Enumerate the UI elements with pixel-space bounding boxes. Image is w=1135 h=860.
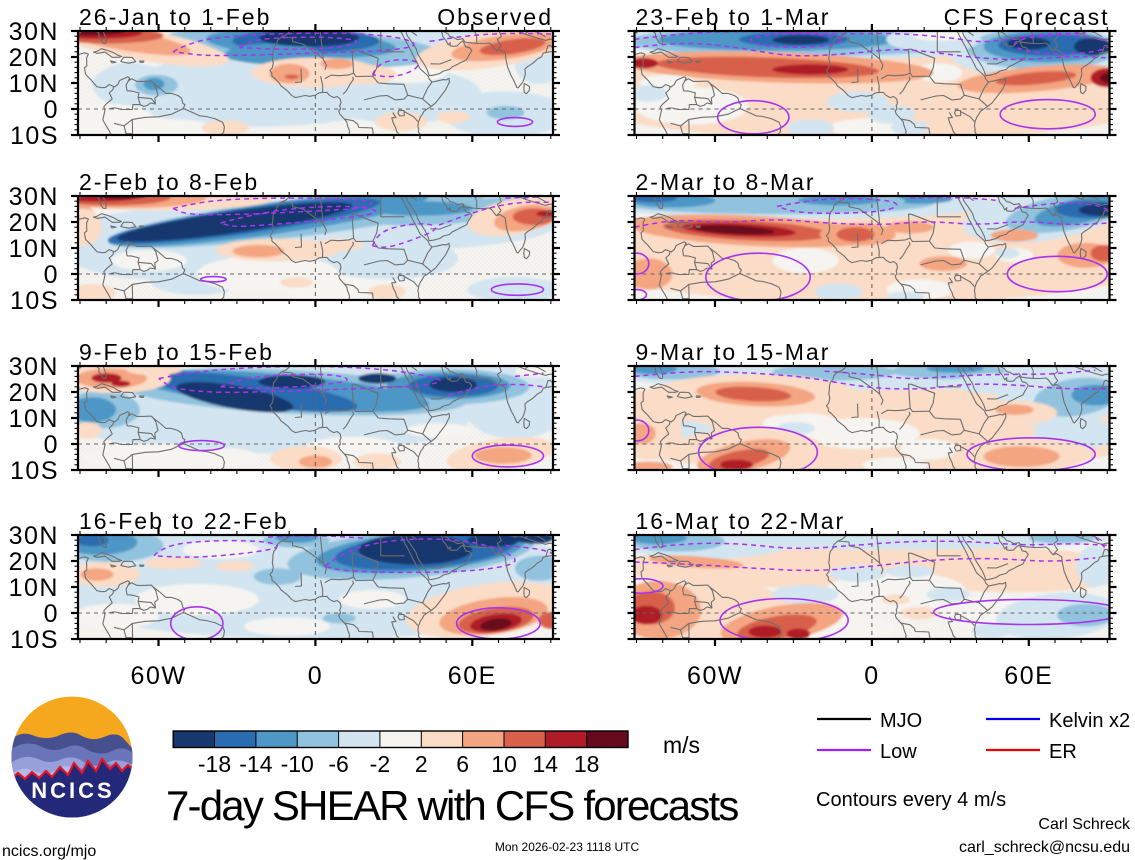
svg-text:7-day SHEAR with CFS forecasts: 7-day SHEAR with CFS forecasts: [166, 782, 738, 829]
svg-text:2: 2: [415, 751, 428, 777]
svg-text:0: 0: [44, 261, 59, 289]
svg-text:10S: 10S: [10, 122, 59, 150]
svg-text:10N: 10N: [9, 235, 59, 263]
svg-text:NCICS: NCICS: [31, 778, 114, 803]
svg-text:-14: -14: [239, 751, 272, 777]
svg-text:ER: ER: [1049, 741, 1077, 763]
svg-text:10S: 10S: [10, 287, 59, 315]
svg-text:60E: 60E: [1004, 662, 1053, 690]
svg-text:23-Feb to 1-Mar: 23-Feb to 1-Mar: [636, 4, 831, 30]
svg-text:0: 0: [864, 662, 879, 690]
svg-text:30N: 30N: [9, 183, 59, 211]
svg-text:20N: 20N: [9, 379, 59, 407]
svg-text:10S: 10S: [10, 457, 59, 485]
svg-text:Mon 2026-02-23 1118 UTC: Mon 2026-02-23 1118 UTC: [495, 840, 640, 854]
svg-text:9-Feb to 15-Feb: 9-Feb to 15-Feb: [79, 339, 274, 365]
svg-text:0: 0: [44, 96, 59, 124]
svg-text:Carl Schreck: Carl Schreck: [1038, 816, 1131, 833]
svg-text:m/s: m/s: [663, 732, 700, 758]
svg-text:10S: 10S: [10, 626, 59, 654]
svg-text:30N: 30N: [9, 522, 59, 550]
svg-text:2-Feb to 8-Feb: 2-Feb to 8-Feb: [79, 169, 259, 195]
svg-text:6: 6: [456, 751, 469, 777]
svg-text:10N: 10N: [9, 574, 59, 602]
svg-text:16-Feb to 22-Feb: 16-Feb to 22-Feb: [79, 508, 289, 534]
svg-text:14: 14: [533, 751, 559, 777]
svg-text:26-Jan to 1-Feb: 26-Jan to 1-Feb: [79, 4, 271, 30]
svg-text:20N: 20N: [9, 209, 59, 237]
svg-text:60W: 60W: [687, 662, 743, 690]
svg-text:9-Mar to 15-Mar: 9-Mar to 15-Mar: [636, 339, 831, 365]
svg-text:-10: -10: [281, 751, 314, 777]
svg-text:20N: 20N: [9, 548, 59, 576]
svg-text:0: 0: [44, 600, 59, 628]
svg-text:Low: Low: [880, 741, 917, 763]
svg-text:-6: -6: [328, 751, 348, 777]
svg-text:30N: 30N: [9, 18, 59, 46]
svg-text:60W: 60W: [131, 662, 187, 690]
svg-text:20N: 20N: [9, 44, 59, 72]
svg-text:0: 0: [308, 662, 323, 690]
svg-text:16-Mar to 22-Mar: 16-Mar to 22-Mar: [636, 508, 846, 534]
svg-text:10: 10: [491, 751, 517, 777]
svg-text:MJO: MJO: [880, 710, 922, 732]
svg-text:0: 0: [44, 431, 59, 459]
svg-text:10N: 10N: [9, 405, 59, 433]
svg-text:60E: 60E: [448, 662, 497, 690]
svg-text:-18: -18: [198, 751, 231, 777]
svg-text:ncics.org/mjo: ncics.org/mjo: [2, 843, 96, 860]
svg-text:18: 18: [574, 751, 600, 777]
svg-text:10N: 10N: [9, 70, 59, 98]
svg-text:Contours every 4 m/s: Contours every 4 m/s: [816, 789, 1006, 811]
svg-text:CFS Forecast: CFS Forecast: [944, 4, 1110, 30]
svg-text:Kelvin x2: Kelvin x2: [1049, 710, 1130, 732]
svg-text:carl_schreck@ncsu.edu: carl_schreck@ncsu.edu: [959, 839, 1130, 856]
svg-text:2-Mar to 8-Mar: 2-Mar to 8-Mar: [636, 169, 816, 195]
svg-text:-2: -2: [370, 751, 390, 777]
svg-text:30N: 30N: [9, 353, 59, 381]
svg-text:Observed: Observed: [437, 4, 553, 30]
